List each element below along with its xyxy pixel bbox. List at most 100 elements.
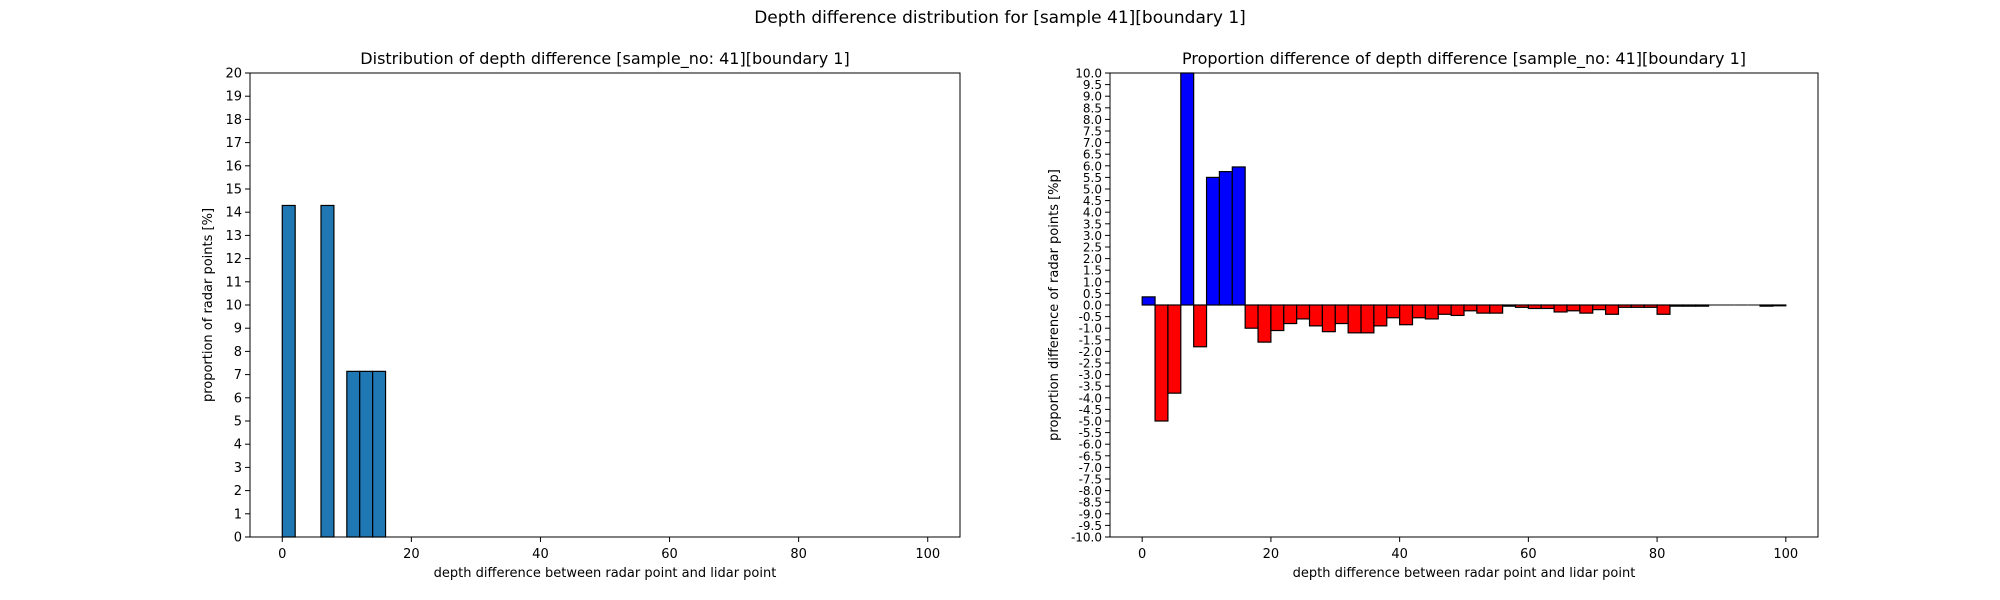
y-tick-label: -5.5: [1079, 426, 1102, 440]
x-axis-label: depth difference between radar point and…: [434, 566, 777, 581]
bar: [1321, 304, 1336, 333]
bar: [1411, 304, 1426, 319]
y-tick-label: 12: [225, 252, 242, 267]
y-tick-label: 10.0: [1075, 67, 1102, 81]
y-tick-label: -4.0: [1079, 391, 1102, 405]
y-tick-label: -2.0: [1079, 345, 1102, 359]
bar: [1347, 304, 1362, 334]
y-tick-label: 15: [225, 183, 242, 198]
y-tick-label: 8.0: [1083, 113, 1102, 127]
x-tick-label: 100: [915, 547, 940, 562]
y-tick-label: -9.5: [1079, 519, 1102, 533]
y-tick-label: -6.0: [1079, 438, 1102, 452]
figure-suptitle: Depth difference distribution for [sampl…: [754, 8, 1246, 28]
bar: [1604, 304, 1620, 315]
bar: [1566, 304, 1581, 312]
y-tick-label: 5.0: [1083, 183, 1102, 197]
y-tick-label: 5.5: [1083, 171, 1102, 185]
y-tick-label: -1.0: [1079, 322, 1102, 336]
bar: [1154, 304, 1169, 422]
y-tick-label: 9: [234, 322, 242, 337]
right-chart: 0 20 40 60 80 100 -10.0-9.5-9.0-8.5-8.0-7.5-7.…: [1047, 49, 1819, 581]
bar: [372, 370, 387, 538]
y-tick-label: 1.0: [1083, 275, 1102, 289]
bar: [1643, 304, 1658, 308]
y-axis-label: proportion difference of radar points [%…: [1047, 169, 1062, 441]
chart-title: Proportion difference of depth differenc…: [1182, 49, 1746, 69]
y-tick-label: 6.0: [1083, 159, 1102, 173]
x-tick-label: 20: [403, 547, 420, 562]
y-tick-label: 3.0: [1083, 229, 1102, 243]
bar: [1450, 304, 1465, 317]
y-tick-label: 14: [225, 206, 242, 221]
x-tick-label: 80: [790, 547, 807, 562]
y-tick-label: -6.5: [1079, 449, 1102, 463]
y-tick-label: 6: [234, 391, 242, 406]
bar: [1257, 304, 1272, 343]
bar: [359, 370, 374, 538]
y-tick-label: -3.5: [1079, 380, 1102, 394]
bar: [1283, 304, 1298, 325]
bar: [1514, 304, 1529, 308]
left-chart: 0 20 40 60 80 1000123456789101112131415161718…: [201, 49, 961, 581]
bar: [1437, 304, 1452, 315]
bar: [1193, 304, 1208, 348]
y-tick-label: 5: [234, 415, 242, 430]
bar: [1669, 304, 1684, 307]
y-tick-label: 9.0: [1083, 90, 1102, 104]
bar: [1630, 304, 1645, 308]
bar: [1772, 304, 1787, 307]
y-tick-label: -9.0: [1079, 507, 1102, 521]
y-tick-label: -0.5: [1079, 310, 1102, 324]
bar: [1180, 72, 1195, 306]
x-tick-label: 60: [661, 547, 678, 562]
x-tick-label: 0: [1138, 547, 1146, 562]
y-tick-label: 4.0: [1083, 206, 1102, 220]
bar: [1334, 304, 1349, 325]
y-tick-label: 2.0: [1083, 252, 1102, 266]
bar: [1527, 304, 1542, 310]
bar: [1296, 304, 1311, 320]
y-tick-label: 20: [225, 67, 242, 82]
y-tick-label: 4.5: [1083, 194, 1102, 208]
bar: [1399, 304, 1414, 326]
y-tick-label: 6.5: [1083, 148, 1102, 162]
bar: [281, 204, 296, 538]
y-tick-label: -2.5: [1079, 357, 1102, 371]
x-tick-label: 60: [1520, 547, 1537, 562]
bar: [1553, 304, 1568, 313]
bar: [1579, 304, 1594, 314]
bar: [1205, 176, 1221, 306]
bar: [1617, 304, 1632, 308]
x-tick-label: 40: [1391, 547, 1408, 562]
y-tick-label: -8.0: [1079, 484, 1102, 498]
x-tick-label: 100: [1773, 547, 1798, 562]
bar: [1656, 304, 1671, 315]
y-tick-label: 4: [234, 438, 242, 453]
bar: [1386, 304, 1401, 319]
y-tick-label: 11: [225, 275, 242, 290]
bar: [1231, 166, 1246, 306]
y-tick-label: 9.5: [1083, 78, 1102, 92]
bar: [1218, 171, 1233, 306]
y-tick-label: 3.5: [1083, 217, 1102, 231]
y-tick-label: 0.5: [1083, 287, 1102, 301]
bar: [1540, 304, 1555, 310]
bar: [1360, 304, 1375, 334]
y-tick-label: 8: [234, 345, 242, 360]
bar: [1476, 304, 1491, 314]
y-tick-label: 7: [234, 368, 242, 383]
y-tick-label: 3: [234, 461, 242, 476]
y-tick-label: 17: [225, 136, 242, 151]
bar: [1167, 304, 1182, 394]
bar: [320, 204, 335, 538]
x-axis-label: depth difference between radar point and…: [1293, 566, 1636, 581]
bar: [1141, 296, 1156, 306]
y-tick-label: 1.5: [1083, 264, 1102, 278]
bar: [1244, 304, 1259, 329]
bar: [1759, 304, 1774, 307]
y-tick-label: 13: [225, 229, 242, 244]
x-tick-label: 0: [278, 547, 286, 562]
x-tick-label: 80: [1649, 547, 1666, 562]
